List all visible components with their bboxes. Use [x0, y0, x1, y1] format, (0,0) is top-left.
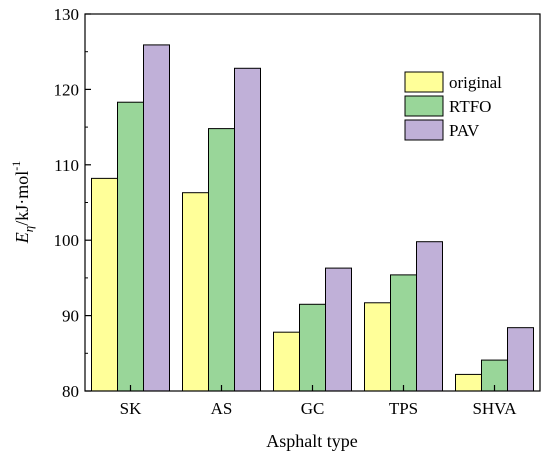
legend-label-PAV: PAV [449, 121, 480, 140]
x-tick-label: AS [211, 399, 233, 418]
x-tick-label: TPS [389, 399, 418, 418]
bar-original-SK [91, 177, 118, 392]
bar-original-AS [182, 192, 209, 392]
bar-PAV-GC [325, 267, 352, 392]
bar-PAV-SK [143, 44, 170, 392]
bar-original-GC [273, 331, 300, 392]
bar-RTFO-TPS [390, 274, 417, 392]
y-axis-label-superscript: -1 [9, 161, 23, 171]
legend: original RTFO PAV [404, 71, 502, 141]
bar-PAV-TPS [416, 241, 443, 392]
bar-PAV-AS [234, 67, 261, 392]
x-tick-label: GC [301, 399, 325, 418]
x-axis-label: Asphalt type [266, 431, 358, 451]
bar-RTFO-AS [208, 128, 235, 392]
y-tick-label: 130 [54, 5, 80, 24]
x-axis: SK AS GC TPS SHVA [120, 385, 517, 418]
bar-original-SHVA [455, 373, 482, 392]
legend-swatch-PAV [404, 119, 444, 141]
y-axis-label-main: E [12, 232, 32, 244]
y-axis: 80 90 100 110 120 130 [54, 5, 91, 401]
y-axis-label: Eη/kJ·mol-1 [9, 161, 36, 244]
x-tick-label: SHVA [472, 399, 517, 418]
x-tick-label: SK [120, 399, 142, 418]
legend-swatch-RTFO [404, 95, 444, 117]
bar-original-TPS [364, 302, 391, 392]
y-tick-label: 110 [54, 156, 79, 175]
y-tick-label: 100 [54, 231, 80, 250]
y-axis-label-subscript: η [21, 226, 36, 232]
bar-RTFO-SK [117, 101, 144, 392]
y-tick-label: 120 [54, 80, 80, 99]
legend-swatch-original [404, 71, 444, 93]
y-tick-label: 80 [62, 382, 79, 401]
bars-group [91, 44, 534, 392]
legend-label-original: original [449, 73, 502, 92]
y-axis-label-unit: /kJ·mol [12, 171, 32, 226]
bar-RTFO-GC [299, 303, 326, 392]
bar-PAV-SHVA [507, 327, 534, 392]
legend-label-RTFO: RTFO [449, 97, 491, 116]
y-tick-label: 90 [62, 307, 79, 326]
